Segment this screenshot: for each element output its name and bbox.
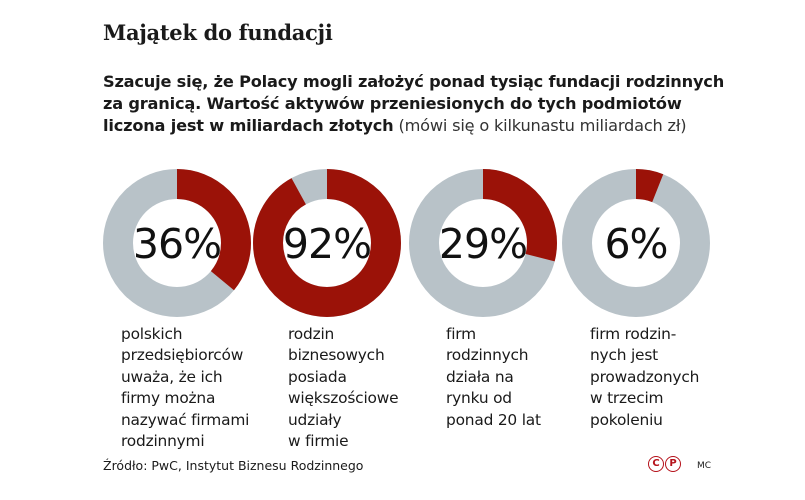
desc-line: większościowe [288, 389, 399, 408]
desc-line: nych jest [590, 346, 658, 365]
desc-line: rodzinnych [446, 346, 529, 365]
desc-line: rodzinnymi [121, 432, 205, 451]
desc-line: prowadzonych [590, 367, 700, 386]
donut-percent-label: 6% [604, 220, 667, 268]
desc-line: rynku od [446, 389, 512, 408]
desc-line: firm [446, 325, 476, 343]
donut-value-segment [409, 169, 557, 317]
donut-charts: 36% 92% 29% 6% [103, 169, 710, 317]
donut-description-3: firm rodzinnych działa na rynku od ponad… [446, 324, 596, 431]
desc-line: ponad 20 lat [446, 410, 541, 429]
donut-percent-label: 36% [133, 220, 221, 268]
desc-line: biznesowych [288, 346, 385, 365]
desc-line: w firmie [288, 432, 349, 451]
desc-line: firmy można [121, 389, 216, 408]
desc-line: udziały [288, 410, 342, 429]
donut-description-1: polskich przedsiębiorców uważa, że ich f… [121, 324, 271, 452]
desc-line: nazywać firmami [121, 410, 250, 429]
desc-line: rodzin [288, 325, 335, 343]
donut-description-4: firm rodzin- nych jest prowadzonych w tr… [590, 324, 740, 431]
desc-line: uważa, że ich [121, 367, 223, 386]
donut-percent-label: 29% [439, 220, 527, 268]
desc-line: pokoleniu [590, 410, 663, 429]
donut-1: 36% [103, 169, 251, 317]
source-note: Źródło: PwC, Instytut Biznesu Rodzinnego [103, 458, 364, 473]
donut-4: 6% [562, 169, 710, 317]
donut-percent-label: 92% [283, 220, 371, 268]
publisher-logo: C P [648, 456, 681, 472]
intro-note: (mówi się o kilkunastu miliardach zł) [398, 116, 687, 135]
donut-value-segment [103, 169, 251, 317]
donut-value-segment [253, 169, 401, 317]
logo-letter-p: P [665, 456, 681, 472]
logo-letter-c: C [648, 456, 664, 472]
desc-line: przedsiębiorców [121, 346, 244, 365]
intro-bold: Szacuje się, że Polacy mogli założyć pon… [103, 72, 725, 135]
donut-2: 92% [253, 169, 401, 317]
donut-3: 29% [409, 169, 557, 317]
desc-line: firm rodzin- [590, 325, 677, 343]
desc-line: posiada [288, 367, 347, 386]
desc-line: działa na [446, 367, 514, 386]
chart-title: Majątek do fundacji [103, 20, 333, 45]
author-initials: MC [697, 461, 712, 471]
donut-description-2: rodzin biznesowych posiada większościowe… [288, 324, 438, 452]
intro-text: Szacuje się, że Polacy mogli założyć pon… [103, 71, 743, 137]
donut-value-segment [562, 169, 710, 317]
desc-line: polskich [121, 325, 183, 343]
desc-line: w trzecim [590, 389, 664, 408]
